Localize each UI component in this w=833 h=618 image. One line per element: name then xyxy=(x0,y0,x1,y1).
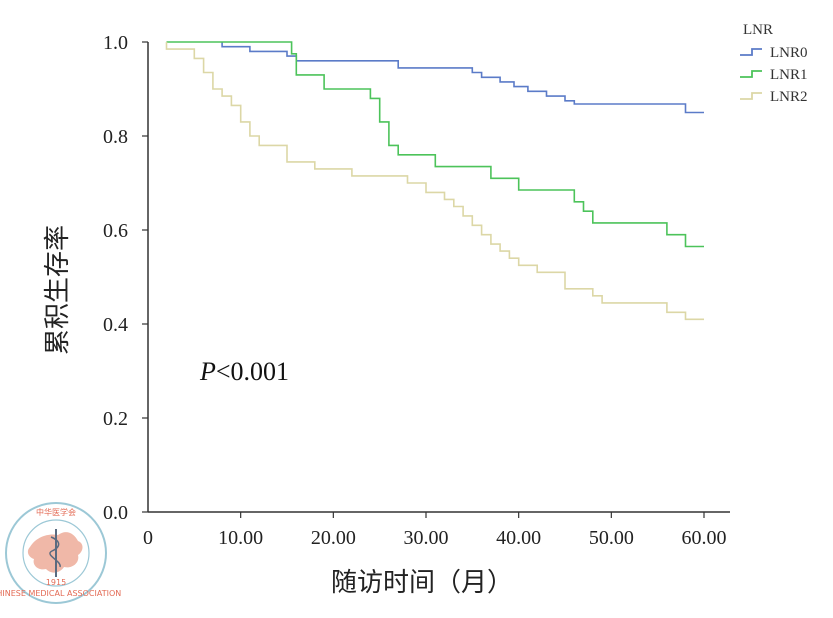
y-axis-title: 累积生存率 xyxy=(43,225,73,355)
legend-swatch-lnr2 xyxy=(740,92,762,100)
legend-label-lnr0: LNR0 xyxy=(770,45,808,61)
y-tick-label: 0.6 xyxy=(103,220,128,242)
series-line-lnr1 xyxy=(166,41,704,248)
y-tick-label: 0.0 xyxy=(103,502,128,524)
logo-bottom-text: CHINESE MEDICAL ASSOCIATION xyxy=(0,589,121,598)
cma-logo: 中华医学会 CHINESE MEDICAL ASSOCIATION 1915 xyxy=(0,502,121,604)
y-tick-label: 0.2 xyxy=(103,408,128,430)
legend-swatch-lnr1 xyxy=(740,70,762,78)
logo-top-text: 中华医学会 xyxy=(36,507,76,517)
x-tick-label: 0 xyxy=(143,527,153,549)
legend-label-lnr1: LNR1 xyxy=(770,67,808,83)
y-tick-label: 1.0 xyxy=(103,32,128,54)
legend-label-lnr2: LNR2 xyxy=(770,89,808,105)
p-value-annotation: P<0.001 xyxy=(199,357,289,386)
legend-swatch-lnr0 xyxy=(740,48,762,56)
series-layer xyxy=(165,41,704,321)
x-tick-label: 60.00 xyxy=(682,527,727,549)
series-line-lnr0 xyxy=(221,42,704,114)
logo-year: 1915 xyxy=(46,578,66,587)
x-tick-label: 50.00 xyxy=(589,527,634,549)
legend-items: LNR0 LNR1 LNR2 xyxy=(740,45,808,105)
x-tick-label: 10.00 xyxy=(218,527,263,549)
x-tick-label: 40.00 xyxy=(496,527,541,549)
series-line-lnr2 xyxy=(165,42,704,321)
snake-icon xyxy=(49,536,61,568)
y-axis-ticks: 0.0 0.2 0.4 0.6 0.8 1.0 xyxy=(103,32,148,524)
legend-title: LNR xyxy=(743,22,773,38)
y-tick-label: 0.4 xyxy=(103,314,128,336)
p-value-text: <0.001 xyxy=(216,357,289,386)
y-tick-label: 0.8 xyxy=(103,126,128,148)
p-value-letter: P xyxy=(199,357,216,386)
x-tick-label: 30.00 xyxy=(404,527,449,549)
x-tick-label: 20.00 xyxy=(311,527,356,549)
logo-inner-ring xyxy=(22,519,90,587)
x-axis-ticks: 0 10.00 20.00 30.00 40.00 50.00 60.00 xyxy=(143,512,727,549)
legend: LNR LNR0 LNR1 LNR2 xyxy=(740,22,808,105)
x-axis-title: 随访时间（月） xyxy=(331,568,513,598)
